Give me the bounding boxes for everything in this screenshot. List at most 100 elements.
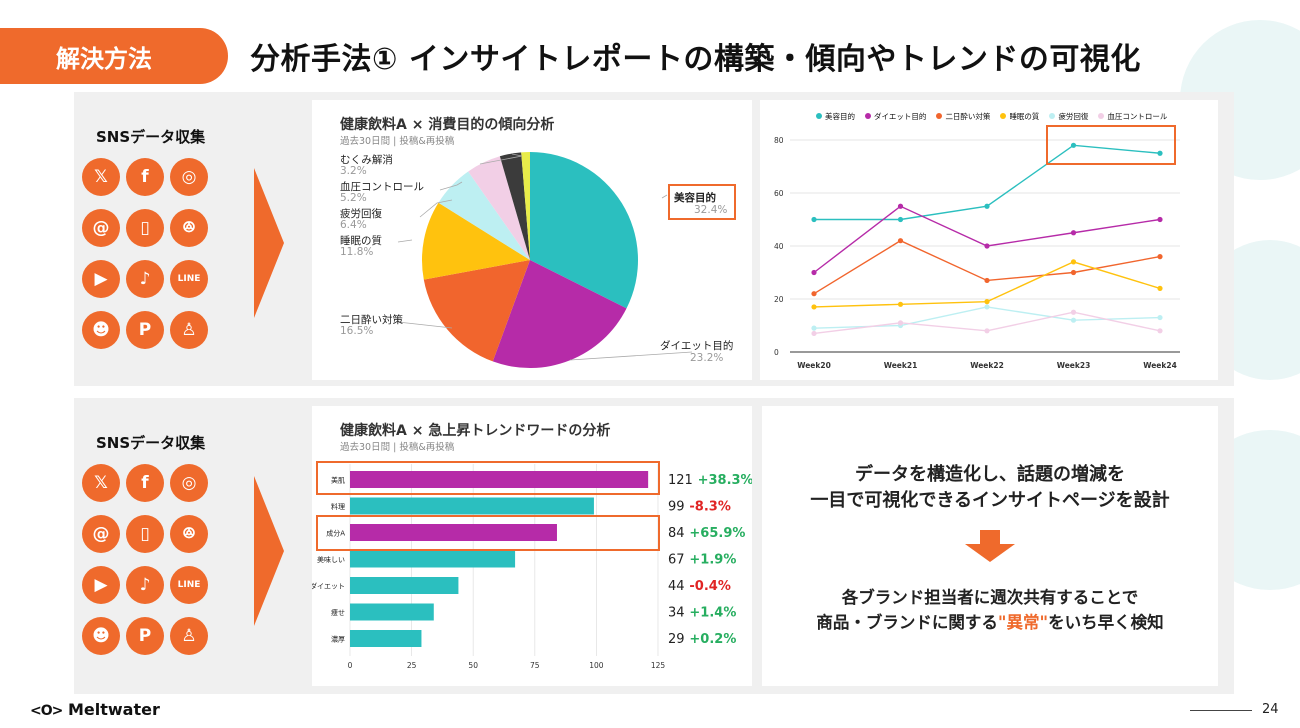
bluesky-icon[interactable]: ꔮ (170, 515, 208, 553)
bar-value: 67 (668, 553, 685, 568)
pinterest-icon[interactable]: P (126, 617, 164, 655)
series-point (984, 243, 990, 249)
series-point (1157, 328, 1163, 334)
tiktok-icon[interactable]: ♪ (126, 566, 164, 604)
legend-item-4: 疲労回復 (1049, 111, 1088, 122)
series-point (1157, 254, 1163, 260)
y-tick-label: 20 (774, 295, 784, 304)
legend-item-1: ダイエット目的 (865, 111, 926, 122)
bar-change: +1.4% (689, 606, 736, 621)
bar-chart: 0 25 50 75 100 125 美肌 121 +38.3% 料理 99 -8.3% 成分A 84 +6… (312, 464, 752, 670)
snapchat-icon[interactable]: ♙ (170, 311, 208, 349)
bar-highlight-box-1 (316, 461, 660, 495)
facebook-icon[interactable]: f (126, 158, 164, 196)
x-tick-label: 0 (348, 661, 353, 670)
pie-highlight-box (668, 184, 736, 220)
bar-value: 29 (668, 632, 685, 647)
x-tick-label: Week23 (1057, 361, 1091, 370)
meltwater-logo: <O> Meltwater (30, 700, 160, 719)
pie-slice-6 (499, 152, 530, 260)
pie-slice-3 (422, 202, 530, 280)
page-number: 24 (1262, 702, 1279, 717)
series-point (897, 301, 904, 307)
youtube-icon[interactable]: ▶ (82, 566, 120, 604)
bar-change: -0.4% (689, 579, 730, 594)
threads-icon[interactable]: @ (82, 515, 120, 553)
line-chart: 0 20 40 60 80 Week20 Week21 Week22 Week23 Week24 (774, 136, 1180, 370)
down-arrow-icon (965, 530, 1015, 562)
pie-pct-mukumi: 3.2% (340, 165, 367, 177)
tiktok-icon[interactable]: ♪ (126, 260, 164, 298)
x-icon[interactable]: 𝕏 (82, 464, 120, 502)
x-tick-label: 25 (407, 661, 417, 670)
reddit-icon[interactable]: ☻ (82, 617, 120, 655)
legend-item-0: 美容目的 (816, 111, 855, 122)
pinterest-icon[interactable]: P (126, 311, 164, 349)
x-tick-label: 75 (530, 661, 540, 670)
summary-line-2: 一目で可視化できるインサイトページを設計 (810, 490, 1170, 511)
twitch-icon[interactable]: ▯ (126, 515, 164, 553)
series-point (811, 216, 817, 223)
x-tick-label: Week20 (797, 361, 831, 370)
series-point (1070, 142, 1077, 148)
y-tick-label: 60 (774, 189, 784, 198)
bar-label: 濃厚 (331, 635, 345, 644)
series-point (811, 325, 817, 331)
series-point (1070, 259, 1077, 265)
x-tick-label: Week24 (1143, 361, 1177, 370)
y-tick-label: 40 (774, 242, 784, 251)
instagram-icon[interactable]: ◎ (170, 464, 208, 502)
series-point (897, 216, 904, 223)
series-point (984, 328, 990, 334)
series-point (811, 269, 817, 276)
reddit-icon[interactable]: ☻ (82, 311, 120, 349)
line-highlight-box (1046, 125, 1176, 165)
series-point (811, 330, 817, 337)
summary-line-4: 商品・ブランドに関する"異常"をいち早く検知 (762, 609, 1218, 633)
flow-arrow-icon (254, 168, 284, 318)
y-tick-label: 80 (774, 136, 784, 145)
snapchat-icon[interactable]: ♙ (170, 617, 208, 655)
x-tick-label: Week22 (970, 361, 1004, 370)
pie-label-suimin: 睡眠の質 (340, 235, 382, 247)
series-line-4 (813, 306, 1161, 329)
pie-label-futsukayoi: 二日酔い対策 (340, 314, 403, 326)
summary-card: データを構造化し、話題の増減を 一目で可視化できるインサイトページを設計 各ブラ… (762, 406, 1218, 686)
bar-chart-title: 健康飲料A × 急上昇トレンドワードの分析 (340, 423, 611, 439)
footer-divider (1190, 710, 1252, 711)
bar-value: 84 (668, 526, 685, 541)
facebook-icon[interactable]: f (126, 464, 164, 502)
x-icon[interactable]: 𝕏 (82, 158, 120, 196)
section-tag: 解決方法 (0, 28, 228, 84)
series-point (1157, 285, 1163, 291)
pie-slice-0 (530, 152, 638, 309)
pie-pct-ketsuatsu: 5.2% (340, 192, 367, 204)
line-icon[interactable]: LINE (170, 260, 208, 298)
summary-line-4-post: をいち早く検知 (1048, 613, 1164, 632)
pie-label-diet: ダイエット目的 (660, 340, 734, 352)
series-point (1157, 216, 1163, 223)
instagram-icon[interactable]: ◎ (170, 158, 208, 196)
bar-change: +0.2% (689, 632, 736, 647)
pie-pct-futsukayoi: 16.5% (340, 325, 374, 337)
twitch-icon[interactable]: ▯ (126, 209, 164, 247)
pie-pct-hirou: 6.4% (340, 219, 367, 231)
summary-line-3: 各ブランド担当者に週次共有することで (841, 588, 1139, 607)
bar-change: +1.9% (689, 553, 736, 568)
pie-chart-subtitle: 過去30日間 | 投稿&再投稿 (340, 136, 455, 147)
line-chart-card: 美容目的 ダイエット目的 二日酔い対策 睡眠の質 疲労回復 血圧コントロール 0 20 40 6… (760, 100, 1218, 380)
bar-value: 34 (668, 606, 685, 621)
line-icon[interactable]: LINE (170, 566, 208, 604)
threads-icon[interactable]: @ (82, 209, 120, 247)
bar-value: 44 (668, 579, 685, 594)
pie-label-mukumi: むくみ解消 (340, 154, 393, 166)
bluesky-icon[interactable]: ꔮ (170, 209, 208, 247)
bar-label: 痩せ (331, 608, 345, 617)
bar-0 (350, 471, 649, 488)
x-tick-label: 125 (651, 661, 666, 670)
youtube-icon[interactable]: ▶ (82, 260, 120, 298)
